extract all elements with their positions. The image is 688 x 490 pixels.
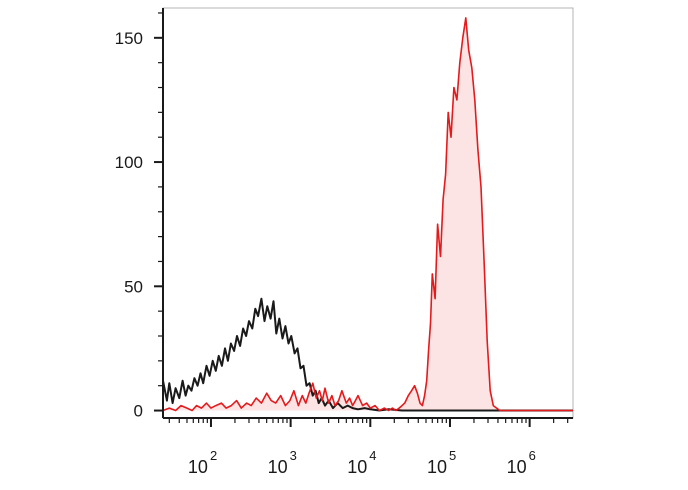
x-tick-label-exponent: 6 (529, 448, 536, 463)
series-stained-line (162, 17, 573, 412)
x-tick-label-exponent: 5 (449, 448, 456, 463)
y-tick-label: 50 (124, 277, 143, 296)
y-tick-label: 0 (134, 402, 143, 421)
y-tick-label: 100 (115, 153, 143, 172)
x-tick-label-base: 10 (268, 457, 288, 477)
x-tick-label-exponent: 4 (369, 448, 376, 463)
histogram-lines (162, 17, 573, 412)
series-control-line (162, 297, 573, 412)
y-tick-label: 150 (115, 29, 143, 48)
x-tick-label-base: 10 (427, 457, 447, 477)
x-tick-label-base: 10 (507, 457, 527, 477)
x-tick-label-exponent: 2 (210, 448, 217, 463)
x-tick-label-base: 10 (188, 457, 208, 477)
x-tick-label-exponent: 3 (290, 448, 297, 463)
x-tick-label-base: 10 (347, 457, 367, 477)
histogram-fills (163, 17, 573, 411)
series-stained-fill (163, 17, 573, 411)
y-axis: 0 50 100 150 (115, 12, 163, 421)
